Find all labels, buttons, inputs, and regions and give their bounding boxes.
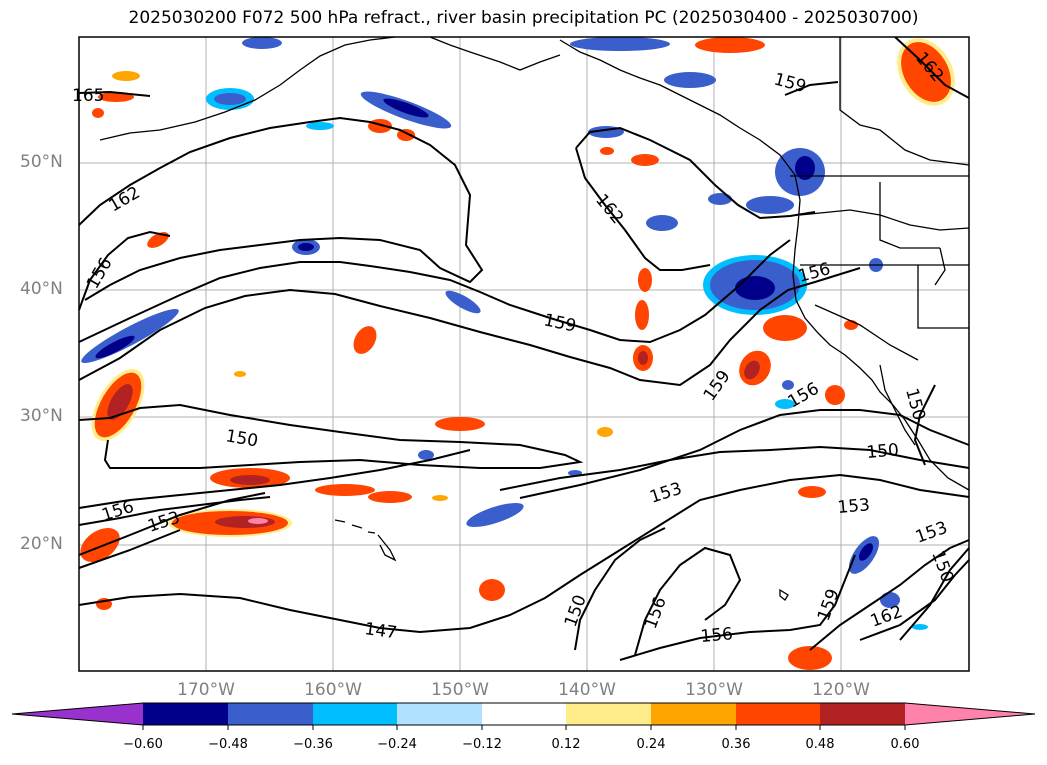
contour-label: 156 <box>700 624 734 647</box>
colorbar-extend-low <box>12 703 143 725</box>
map-frame <box>78 36 970 672</box>
longitude-label: 120°W <box>812 680 870 700</box>
colorbar-tick-label: −0.24 <box>377 737 417 752</box>
contour-label: 147 <box>363 619 398 643</box>
longitude-label: 150°W <box>431 680 489 700</box>
colorbar-tick-label: −0.48 <box>208 737 248 752</box>
coastlines <box>99 36 970 601</box>
contour-label: 165 <box>72 86 104 106</box>
colorbar-tick-label: 0.12 <box>551 737 581 752</box>
colorbar-tick-label: −0.12 <box>462 737 502 752</box>
latitude-label: 40°N <box>20 279 63 299</box>
map-background <box>79 37 969 671</box>
latitude-label: 30°N <box>20 406 63 426</box>
latitude-label: 50°N <box>20 152 63 172</box>
colorbar-tick-label: 0.24 <box>636 737 666 752</box>
colorbar-tick-label: 0.36 <box>721 737 751 752</box>
refractivity-contours <box>78 36 970 661</box>
longitude-label: 140°W <box>558 680 616 700</box>
longitude-label: 130°W <box>685 680 743 700</box>
colorbar-tick-label: 0.60 <box>890 737 920 752</box>
longitude-label: 160°W <box>304 680 362 700</box>
colorbar <box>11 702 1036 730</box>
latitude-label: 20°N <box>20 534 63 554</box>
colorbar-extend-high <box>905 703 1035 725</box>
colorbar-tick-label: −0.36 <box>293 737 333 752</box>
longitude-label: 170°W <box>177 680 235 700</box>
contour-label: 150 <box>866 440 900 463</box>
colorbar-tick-label: 0.48 <box>805 737 835 752</box>
colorbar-tick-label: −0.60 <box>123 737 163 752</box>
map-title: 2025030200 F072 500 hPa refract., river … <box>128 8 919 28</box>
negative-anomaly-patches <box>81 37 928 630</box>
contour-label: 153 <box>837 495 871 518</box>
